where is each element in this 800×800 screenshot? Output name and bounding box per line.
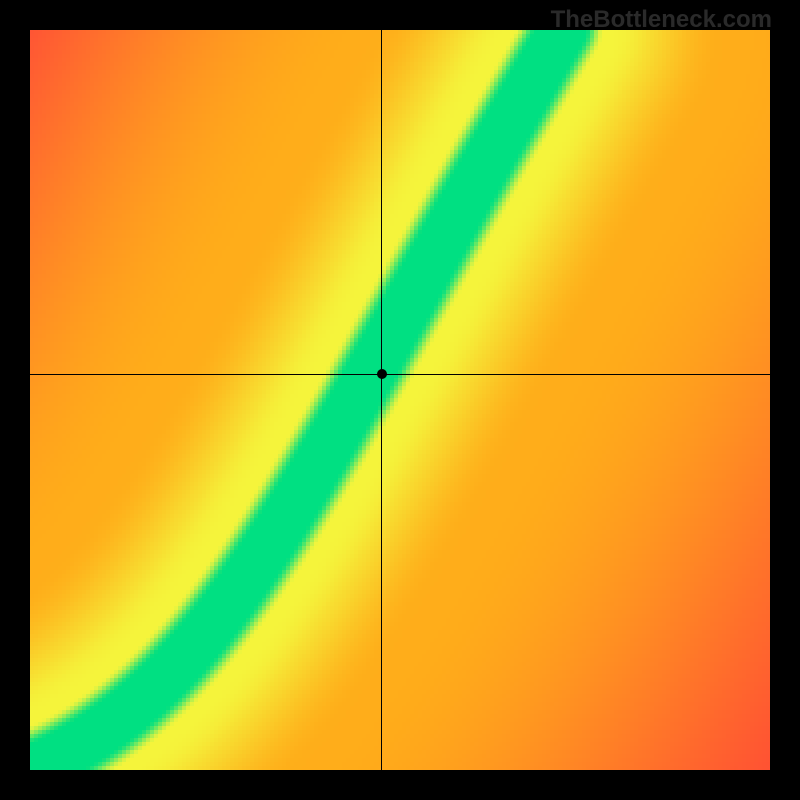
watermark-text: TheBottleneck.com: [551, 6, 772, 34]
crosshair-horizontal: [30, 374, 770, 375]
plot-area: [30, 30, 770, 770]
crosshair-marker: [377, 369, 387, 379]
crosshair-vertical: [381, 30, 382, 770]
heatmap-canvas: [30, 30, 770, 770]
